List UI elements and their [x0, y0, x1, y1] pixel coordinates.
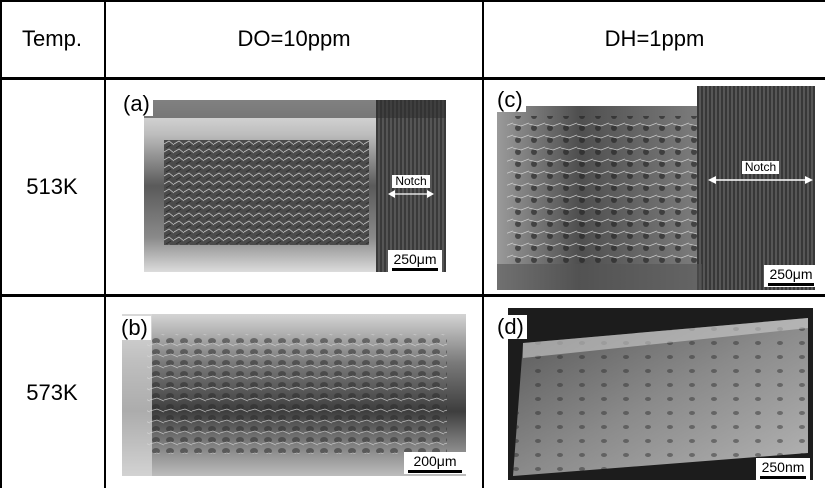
table-border-col1 — [104, 0, 106, 488]
notch-annotation-c: Notch — [708, 160, 813, 186]
scale-bar-d-label: 250nm — [761, 459, 805, 475]
scale-bar-c-label: 250μm — [769, 266, 813, 282]
fractograph-d — [508, 308, 813, 480]
row-label-513k: 513K — [26, 174, 78, 199]
notch-arrow-a — [388, 188, 434, 200]
table-border-top — [0, 0, 825, 2]
notch-arrow-c — [708, 174, 813, 186]
scale-bar-d: 250nm — [756, 458, 810, 480]
scale-bar-a-label: 250μm — [393, 251, 437, 267]
fractograph-c — [497, 86, 815, 290]
notch-annotation-a: Notch — [388, 174, 434, 200]
table-border-row — [0, 294, 825, 297]
scale-bar-c-line — [768, 283, 814, 286]
scale-bar-b: 200μm — [404, 452, 466, 474]
header-dh-1ppm: DH=1ppm — [604, 25, 705, 51]
scale-bar-a: 250μm — [388, 250, 442, 272]
panel-label-d: (d) — [494, 315, 527, 339]
table-border-left — [0, 0, 2, 488]
scale-bar-d-line — [760, 476, 806, 479]
header-temp: Temp. — [22, 25, 82, 51]
panel-label-a: (a) — [120, 92, 153, 116]
notch-label-a: Notch — [392, 175, 430, 188]
scale-bar-b-label: 200μm — [413, 453, 457, 469]
scale-bar-c: 250μm — [764, 265, 818, 287]
table-border-header — [0, 77, 825, 80]
panel-label-c: (c) — [494, 88, 526, 112]
fractograph-b — [122, 314, 466, 476]
scale-bar-a-line — [392, 268, 438, 271]
panel-label-b: (b) — [118, 316, 151, 340]
table-border-col2 — [482, 0, 484, 488]
notch-label-c: Notch — [741, 161, 780, 174]
row-label-573k: 573K — [26, 379, 78, 405]
scale-bar-b-line — [408, 470, 462, 473]
header-do-10ppm: DO=10ppm — [237, 25, 351, 51]
